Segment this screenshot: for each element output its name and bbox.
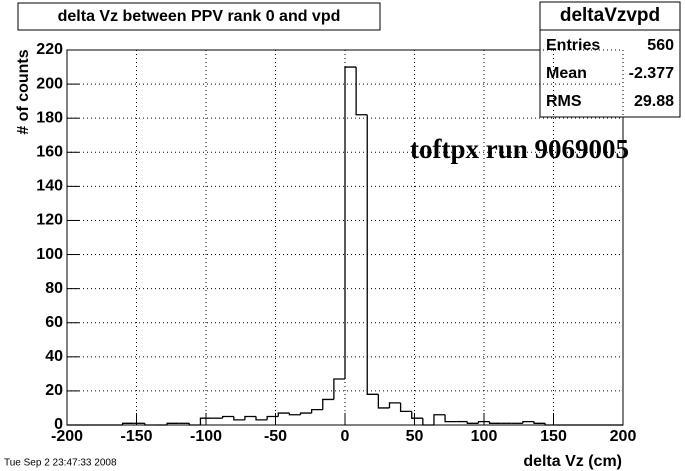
histogram-bin [266,415,279,420]
stats-value: 29.88 [634,93,674,110]
histogram-bin [533,421,546,424]
stats-label: Entries [546,37,600,54]
y-tick-label: 180 [36,109,63,126]
histogram-bin [244,415,257,420]
histogram-bin [144,423,156,426]
histogram-bin [188,423,201,426]
x-tick-label: -50 [264,428,287,445]
histogram-bin [444,414,457,423]
chart-title: delta Vz between PPV rank 0 and vpd [58,8,341,25]
y-tick-label: 0 [54,416,63,433]
y-tick-label: 100 [36,246,63,263]
histogram-bin [411,411,423,419]
histogram-bin [388,402,401,408]
title-box [17,2,381,31]
y-tick-label: 120 [36,212,63,229]
x-tick-label: -100 [190,428,222,445]
stats-value: -2.377 [629,65,674,82]
x-tick-label: 100 [471,428,498,445]
histogram-bin [433,414,446,425]
histogram-bin [333,378,345,400]
histogram-bin [322,398,334,410]
histogram-bin [310,409,323,414]
histogram-bin [477,420,490,424]
histogram-bin [166,422,179,425]
histogram-bin [233,416,245,421]
y-tick-label: 40 [45,348,63,365]
y-tick-label: 80 [45,280,63,297]
y-tick-label: 60 [45,314,63,331]
y-tick-label: 220 [36,41,63,58]
stats-label: Mean [546,65,587,82]
histogram-bin [355,67,368,116]
histogram-bin [199,417,212,425]
x-tick-label: 50 [406,428,424,445]
histogram-bin [522,420,535,424]
histogram-bin [488,421,501,424]
y-tick-label: 160 [36,143,63,160]
histogram-bin [288,413,301,416]
histogram-bin [399,402,412,413]
stats-label: RMS [546,93,582,110]
histogram-bin [377,394,390,409]
histogram-bin [121,422,134,425]
y-tick-label: 140 [36,178,63,195]
x-tick-label: -200 [51,428,83,445]
x-tick-label: -150 [120,428,152,445]
histogram-bin [277,412,290,417]
y-tick-label: 200 [36,75,63,92]
histogram-bin [366,114,379,395]
footer: Tue Sep 2 23:47:33 2008 [4,458,117,469]
x-tick-label: 200 [610,428,637,445]
histogram-bin [222,415,234,419]
histogram-bin [344,66,357,379]
histogram-bin [255,416,268,421]
stats-title: deltaVzvpd [560,5,660,26]
histogram-bin [422,418,434,426]
stats-value: 560 [647,37,674,54]
stats-box [539,1,681,118]
y-axis-label: # of counts [15,49,32,134]
x-tick-label: 0 [341,428,350,445]
histogram-bin [299,412,312,415]
x-tick-label: 150 [540,428,567,445]
y-tick-label: 20 [45,382,63,399]
x-axis-label: delta Vz (cm) [523,453,622,470]
histogram-bin [466,421,479,424]
annotation: toftpx run 9069005 [410,134,629,164]
histogram-bin [544,423,557,426]
